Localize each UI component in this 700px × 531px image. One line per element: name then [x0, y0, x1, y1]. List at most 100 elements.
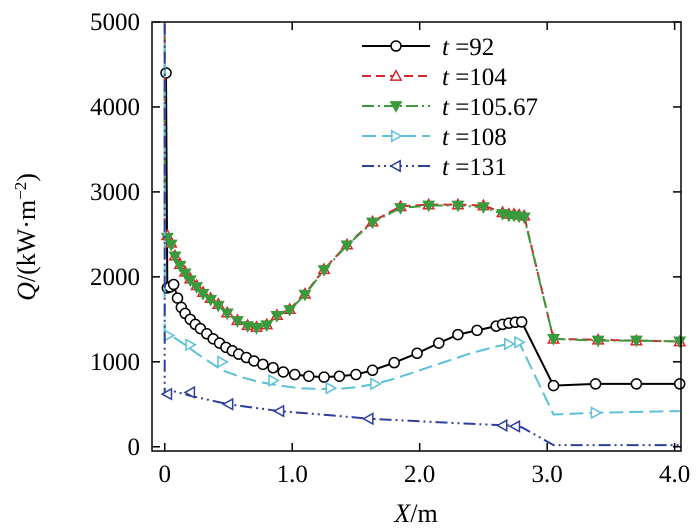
series-line [163, 22, 680, 343]
data-point [168, 251, 182, 264]
data-point [173, 260, 187, 273]
data-point [422, 200, 436, 213]
legend-marker [390, 40, 402, 52]
legend-marker [391, 129, 403, 143]
x-tick-label: 4.0 [659, 461, 690, 488]
legend-var: t [442, 64, 455, 91]
data-point [590, 406, 603, 420]
data-point [163, 328, 176, 342]
x-axis-unit: /m [410, 499, 437, 528]
data-point [451, 200, 465, 213]
data-point [241, 321, 255, 333]
data-point [317, 265, 331, 277]
data-point [160, 67, 172, 79]
y-tick-label: 1000 [90, 349, 140, 376]
data-point [183, 385, 196, 399]
legend-value: =105.67 [455, 94, 538, 121]
data-point [411, 347, 423, 360]
data-point [629, 335, 643, 348]
data-point [517, 212, 531, 225]
data-point [217, 355, 229, 369]
data-point [388, 356, 400, 369]
y-axis-sup: −2 [11, 182, 30, 200]
data-point [318, 371, 330, 383]
y-tick-label: 4000 [90, 94, 140, 121]
data-point [471, 324, 483, 337]
data-point [361, 412, 374, 426]
axis-ticks [152, 21, 681, 451]
data-point [267, 361, 279, 374]
legend-value: =131 [455, 154, 507, 181]
series-3 [163, 43, 680, 420]
data-point [183, 275, 197, 287]
data-point [394, 203, 408, 215]
data-point [257, 358, 269, 371]
y-tick-label: 0 [128, 434, 141, 461]
legend-marker [389, 101, 403, 113]
data-point [589, 378, 602, 390]
x-tick-label: 0 [158, 461, 171, 488]
data-point [211, 300, 225, 313]
series-2 [160, 22, 687, 349]
series-4 [160, 23, 680, 447]
data-point [547, 333, 561, 346]
legend-var: t [442, 94, 455, 121]
legend-label: t =104 [442, 64, 507, 91]
data-point [178, 268, 192, 281]
x-tick-label: 2.0 [404, 461, 435, 488]
series-0 [160, 67, 686, 392]
x-tick-label: 1.0 [277, 461, 308, 488]
series-line [163, 23, 680, 447]
x-axis-var: X [393, 499, 411, 528]
x-axis-label: X/m [393, 499, 437, 528]
legend-var: t [442, 154, 455, 181]
y-tick-label: 3000 [90, 179, 140, 206]
data-point [164, 239, 178, 252]
legend-label: t =105.67 [442, 94, 538, 121]
data-point [366, 217, 379, 230]
data-point [250, 322, 263, 335]
legend-var: t [442, 34, 455, 61]
data-point [350, 368, 362, 381]
data-point [185, 338, 197, 352]
data-point [298, 289, 312, 302]
plot-frame [151, 21, 682, 452]
data-point [495, 419, 508, 432]
data-point [514, 335, 526, 349]
data-point [167, 278, 180, 291]
legend-marker [389, 159, 401, 173]
data-point [230, 316, 244, 328]
data-point [196, 288, 210, 301]
data-point [366, 364, 379, 377]
data-point [283, 305, 297, 317]
data-point [370, 377, 382, 391]
data-point [508, 419, 521, 433]
data-point [433, 337, 445, 349]
data-point [268, 374, 280, 387]
legend-label: t =92 [442, 34, 494, 61]
y-axis-label: Q/(kW·m−2) [11, 173, 41, 301]
data-point [260, 320, 274, 333]
tick-labels: 0 1.0 2.0 3.0 4.0 0 1000 2000 3000 4000 5000 [90, 9, 690, 488]
data-point [673, 336, 687, 349]
data-point [270, 311, 284, 323]
y-axis-unit: /(kW·m [12, 200, 41, 282]
legend-label: t =131 [442, 154, 507, 181]
y-tick-label: 2000 [90, 264, 140, 291]
series-line [163, 22, 680, 343]
data-point [452, 328, 464, 341]
legend-value: =104 [455, 64, 507, 91]
data-point [476, 202, 490, 214]
data-point [160, 387, 173, 401]
data-point [221, 397, 234, 411]
data-point [190, 282, 204, 294]
y-tick-label: 5000 [90, 9, 140, 36]
data-point [289, 368, 301, 381]
data-point [591, 335, 605, 348]
x-tick-label: 3.0 [532, 461, 563, 488]
data-point [171, 292, 184, 304]
y-axis-close: ) [12, 173, 41, 182]
data-point [547, 379, 560, 392]
